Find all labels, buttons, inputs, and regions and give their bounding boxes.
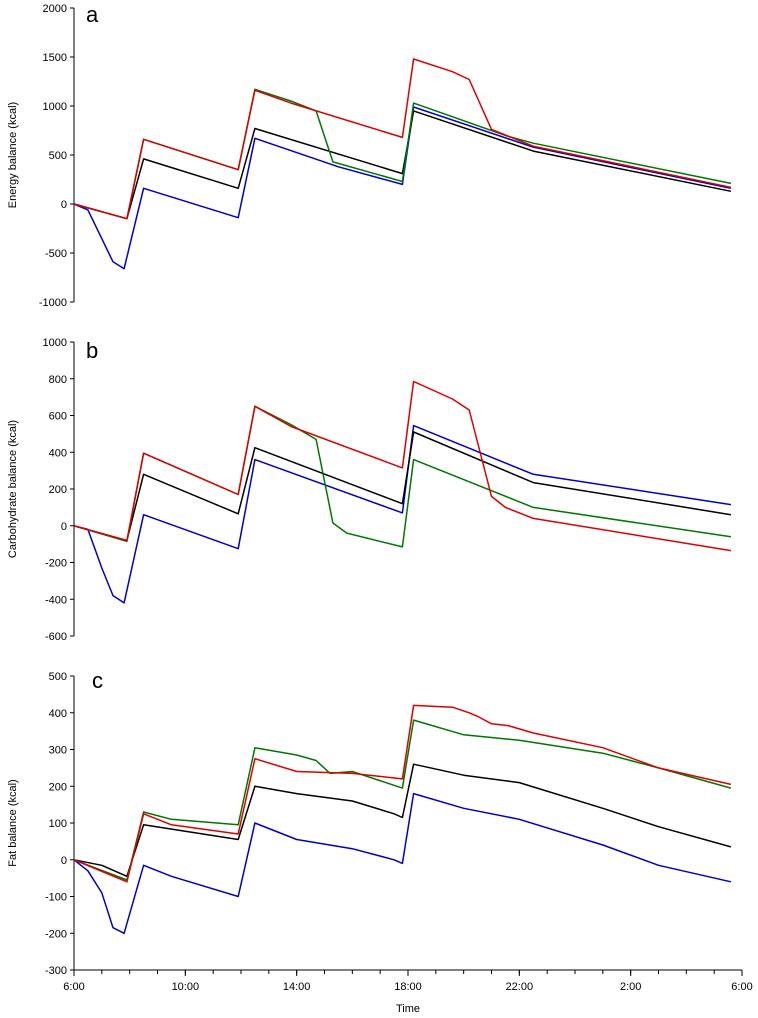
- panel-c-fat-balance: -300 -200 -100 0 100 200 300 400 500 Fat balance …: [7, 668, 753, 1015]
- y-tick-label: 2000: [43, 3, 67, 15]
- panel-a-energy-balance: -1000 -500 0 500 1000 1500 2000 Energy balance …: [7, 2, 731, 309]
- panel-letter: b: [86, 338, 98, 363]
- y-tick-label: -200: [45, 928, 67, 940]
- y-tick-label: 0: [61, 521, 67, 533]
- y-axis-title: Fat balance (kcal): [7, 779, 19, 866]
- x-tick-label: 22:00: [506, 981, 534, 993]
- y-axis-title: Carbohydrate balance (kcal): [7, 420, 19, 558]
- y-tick-label: 500: [49, 150, 67, 162]
- y-tick-label: 500: [49, 671, 67, 683]
- series-line-red: [74, 59, 731, 219]
- series-line-black: [74, 432, 731, 541]
- figure: -1000-5000500100015002000Energy balance …: [0, 0, 758, 1018]
- x-axis-title: Time: [396, 1003, 420, 1015]
- y-tick-label: 600: [49, 411, 67, 423]
- panel-b-carbohydrate-balance: -600 -400 -200 0 200 400 600 800 1000 Carbohydrat…: [7, 337, 731, 643]
- y-tick-label: 300: [49, 745, 67, 757]
- y-tick-label: -600: [45, 631, 67, 643]
- y-tick-label: 200: [49, 781, 67, 793]
- y-tick-label: -500: [45, 248, 67, 260]
- series-line-black: [74, 111, 731, 219]
- y-tick-label: 800: [49, 374, 67, 386]
- y-tick-label: -200: [45, 558, 67, 570]
- panel-letter: a: [86, 2, 99, 27]
- y-tick-label: 100: [49, 818, 67, 830]
- series-line-blue: [74, 107, 731, 269]
- x-tick-label: 18:00: [394, 981, 422, 993]
- y-axis-title: Energy balance (kcal): [7, 102, 19, 208]
- y-tick-label: 200: [49, 484, 67, 496]
- series-line-green: [74, 89, 731, 218]
- y-tick-label: 400: [49, 708, 67, 720]
- y-tick-label: 400: [49, 447, 67, 459]
- x-tick-label: 14:00: [283, 981, 311, 993]
- x-tick-label: 2:00: [620, 981, 641, 993]
- y-tick-label: 0: [61, 855, 67, 867]
- series-line-blue: [74, 426, 731, 603]
- x-tick-label: 10:00: [172, 981, 200, 993]
- y-tick-label: -1000: [39, 297, 67, 309]
- y-tick-label: -100: [45, 892, 67, 904]
- panel-letter: c: [92, 668, 103, 693]
- y-tick-label: 0: [61, 199, 67, 211]
- y-tick-label: 1500: [43, 52, 67, 64]
- x-tick-label: 6:00: [731, 981, 752, 993]
- y-tick-label: 1000: [43, 337, 67, 349]
- y-tick-label: 1000: [43, 101, 67, 113]
- y-tick-label: -400: [45, 594, 67, 606]
- y-tick-label: -300: [45, 965, 67, 977]
- x-tick-label: 6:00: [63, 981, 84, 993]
